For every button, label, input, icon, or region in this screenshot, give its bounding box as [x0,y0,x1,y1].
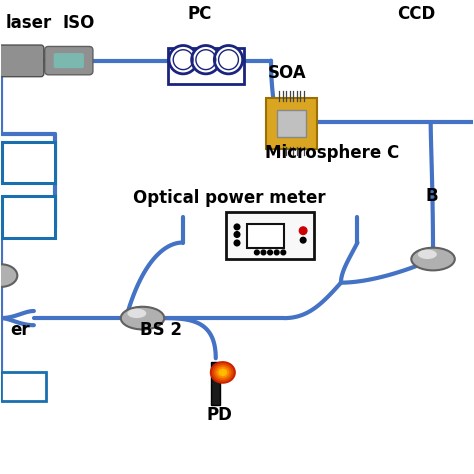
Text: PD: PD [206,406,232,424]
Text: BS 2: BS 2 [140,321,182,339]
Ellipse shape [411,248,455,270]
Circle shape [191,46,220,74]
FancyBboxPatch shape [1,373,46,401]
FancyBboxPatch shape [277,110,306,137]
Text: Microsphere C: Microsphere C [265,144,400,162]
FancyBboxPatch shape [247,224,284,248]
Ellipse shape [0,264,18,287]
Circle shape [268,250,273,255]
Ellipse shape [214,365,231,380]
Ellipse shape [418,250,437,259]
Circle shape [301,237,306,243]
Text: er: er [10,321,30,339]
Circle shape [300,227,307,235]
Circle shape [234,224,240,230]
Text: CCD: CCD [398,5,436,23]
FancyBboxPatch shape [2,142,55,183]
Circle shape [255,250,259,255]
Circle shape [261,250,266,255]
FancyBboxPatch shape [0,45,44,77]
FancyBboxPatch shape [2,196,55,238]
Text: Optical power meter: Optical power meter [133,189,326,207]
Text: laser: laser [6,14,52,32]
FancyBboxPatch shape [45,46,93,75]
Ellipse shape [212,363,234,382]
FancyBboxPatch shape [54,53,84,68]
Text: B: B [426,187,438,205]
Circle shape [274,250,279,255]
Circle shape [281,250,286,255]
Ellipse shape [121,307,164,329]
FancyBboxPatch shape [168,48,244,83]
Text: PC: PC [187,5,212,23]
Ellipse shape [128,309,146,318]
FancyBboxPatch shape [211,362,220,404]
Text: ISO: ISO [62,14,95,32]
FancyBboxPatch shape [266,99,317,149]
FancyBboxPatch shape [227,212,314,259]
Circle shape [234,240,240,246]
Circle shape [234,232,240,237]
Ellipse shape [210,361,236,384]
Ellipse shape [219,369,227,376]
Text: SOA: SOA [268,64,306,82]
Circle shape [169,46,197,74]
Ellipse shape [216,367,229,378]
Circle shape [214,46,243,74]
